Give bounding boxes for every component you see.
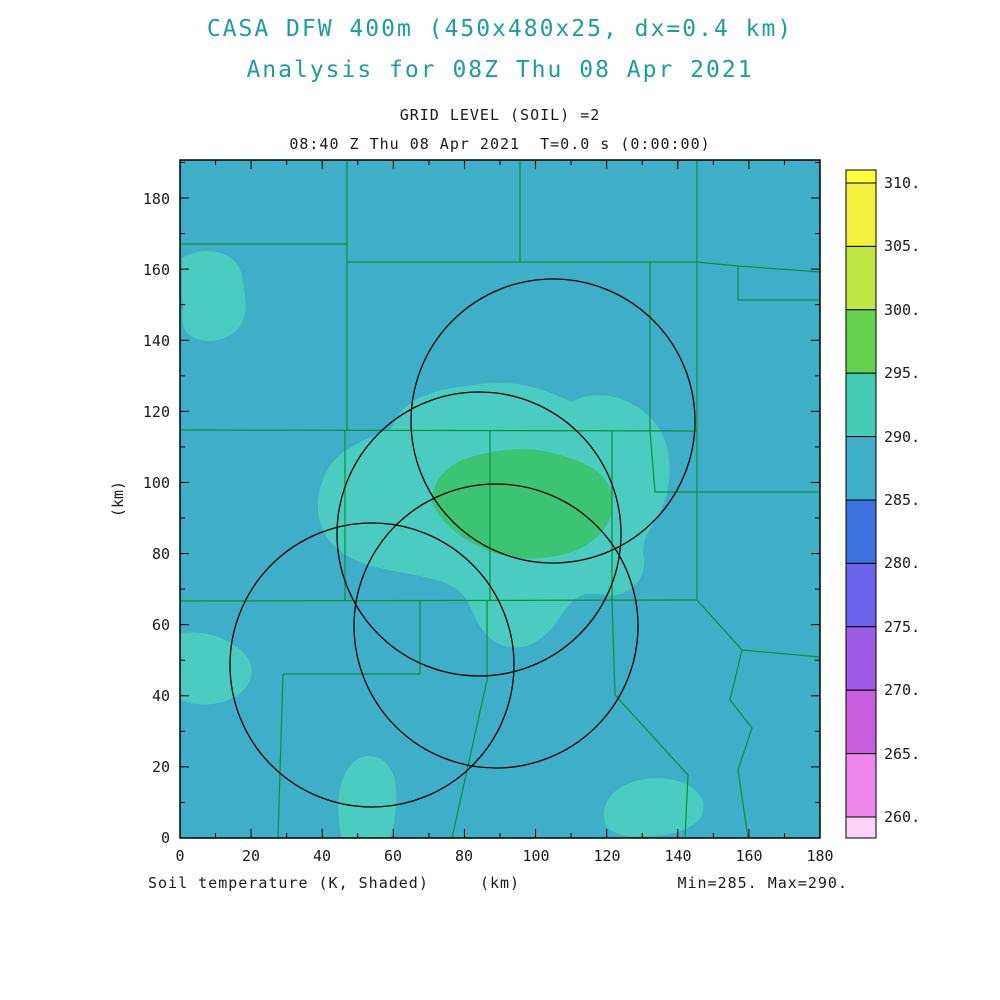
colorbar-label: 285. bbox=[884, 491, 920, 509]
y-tick-label: 100 bbox=[143, 474, 170, 492]
y-tick-label: 80 bbox=[152, 545, 170, 563]
x-tick-label: 180 bbox=[806, 847, 833, 865]
warm-patch-southeast bbox=[603, 778, 704, 837]
x-tick-label: 160 bbox=[735, 847, 762, 865]
warm-patch-west bbox=[180, 632, 252, 705]
field-caption: Soil temperature (K, Shaded) bbox=[148, 874, 429, 892]
colorbar-labels: 310. 305. 300. 295. 290. 285. 280. 275. … bbox=[884, 174, 920, 826]
y-tick-label: 160 bbox=[143, 261, 170, 279]
y-tick-label: 140 bbox=[143, 332, 170, 350]
colorbar-cell bbox=[845, 626, 877, 691]
radar-ring-southwest bbox=[229, 522, 515, 808]
colorbar-cell bbox=[845, 372, 877, 438]
colorbar-cell bbox=[845, 245, 877, 311]
colorbar-label: 265. bbox=[884, 745, 920, 763]
x-tick-label: 80 bbox=[455, 847, 473, 865]
y-tick-label: 0 bbox=[161, 829, 170, 847]
colorbar-cell bbox=[845, 753, 877, 818]
colorbar bbox=[845, 169, 877, 839]
x-tick-label: 20 bbox=[242, 847, 260, 865]
y-tick-label: 60 bbox=[152, 616, 170, 634]
colorbar-label: 305. bbox=[884, 237, 920, 255]
colorbar-label: 310. bbox=[884, 174, 920, 192]
plot-title: CASA DFW 400m (450x480x25, dx=0.4 km) bbox=[206, 16, 794, 42]
colorbar-label: 270. bbox=[884, 681, 920, 699]
colorbar-label: 275. bbox=[884, 618, 920, 636]
colorbar-cell bbox=[845, 816, 877, 839]
colorbar-cell bbox=[845, 169, 877, 184]
y-tick-label: 120 bbox=[143, 403, 170, 421]
x-tick-label: 40 bbox=[313, 847, 331, 865]
radar-range-rings bbox=[229, 278, 696, 808]
valid-time-label: 08:40 Z Thu 08 Apr 2021 T=0.0 s (0:00:00… bbox=[289, 135, 711, 153]
radar-ring-west bbox=[336, 391, 622, 677]
warm-core-central bbox=[432, 449, 613, 559]
x-axis-unit-label: (km) bbox=[479, 874, 521, 892]
colorbar-label: 295. bbox=[884, 364, 920, 382]
plot-border bbox=[179, 159, 821, 839]
minmax-caption: Min=285. Max=290. bbox=[677, 874, 848, 892]
colorbar-label: 280. bbox=[884, 554, 920, 572]
colorbar-label: 260. bbox=[884, 808, 920, 826]
colorbar-cell bbox=[845, 689, 877, 755]
x-tick-label: 60 bbox=[384, 847, 402, 865]
axis-ticks bbox=[179, 160, 821, 839]
y-tick-label: 40 bbox=[152, 687, 170, 705]
colorbar-cell bbox=[845, 562, 877, 628]
colorbar-cell bbox=[845, 499, 877, 564]
colorbar-cell bbox=[845, 182, 877, 247]
x-tick-label: 0 bbox=[175, 847, 184, 865]
warm-patch-nw bbox=[182, 251, 246, 341]
colorbar-cell bbox=[845, 436, 877, 501]
grid-level-label: GRID LEVEL (SOIL) =2 bbox=[399, 106, 601, 124]
y-axis-tick-labels: 0 20 40 60 80 100 120 140 160 180 bbox=[143, 190, 170, 847]
x-tick-label: 100 bbox=[522, 847, 549, 865]
plot-subtitle: Analysis for 08Z Thu 08 Apr 2021 bbox=[246, 57, 754, 83]
county-boundaries bbox=[180, 160, 820, 838]
x-tick-label: 140 bbox=[664, 847, 691, 865]
colorbar-cell bbox=[845, 309, 877, 374]
y-axis-unit-label: (km) bbox=[109, 480, 127, 518]
radar-ring-north bbox=[410, 278, 696, 564]
y-tick-label: 20 bbox=[152, 758, 170, 776]
radar-ring-southeast bbox=[353, 483, 639, 769]
x-tick-label: 120 bbox=[593, 847, 620, 865]
y-tick-label: 180 bbox=[143, 190, 170, 208]
warm-patch-south bbox=[338, 756, 397, 838]
colorbar-label: 300. bbox=[884, 301, 920, 319]
colorbar-label: 290. bbox=[884, 428, 920, 446]
x-axis-tick-labels: 0 20 40 60 80 100 120 140 160 180 bbox=[175, 847, 833, 865]
